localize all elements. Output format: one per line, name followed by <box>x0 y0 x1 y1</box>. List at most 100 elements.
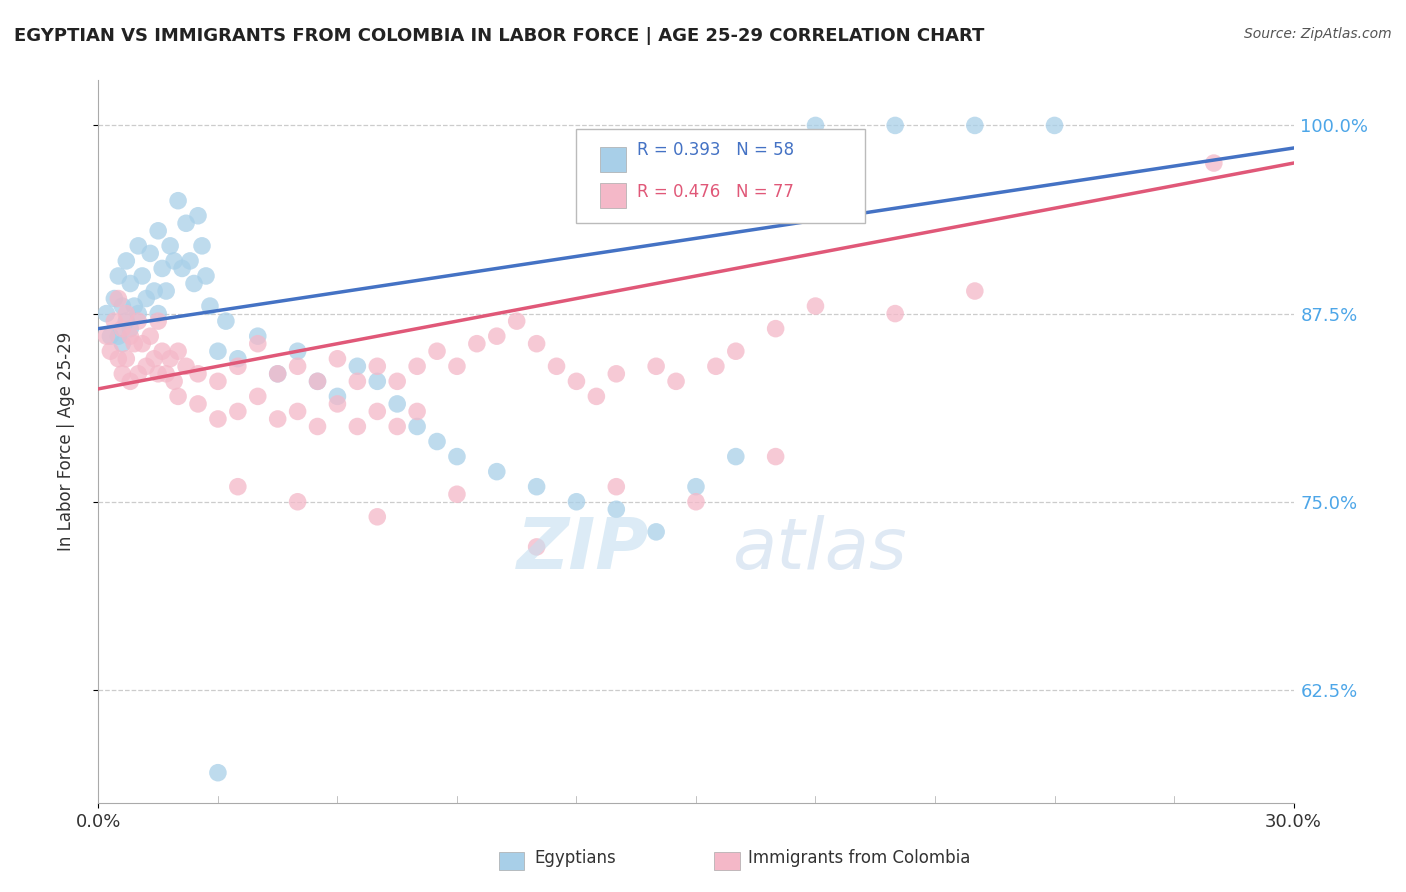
Point <box>111 299 134 313</box>
Y-axis label: In Labor Force | Age 25-29: In Labor Force | Age 25-29 <box>56 332 75 551</box>
Point <box>685 480 707 494</box>
Point <box>406 419 429 434</box>
Point <box>96 329 118 343</box>
Text: ZIP: ZIP <box>517 516 650 584</box>
Point <box>406 359 429 374</box>
Point <box>172 261 194 276</box>
Point <box>585 389 607 403</box>
Point <box>267 367 290 381</box>
Point <box>187 367 209 381</box>
Point <box>1202 156 1225 170</box>
Point <box>605 367 627 381</box>
Point <box>187 397 209 411</box>
Point <box>120 375 142 389</box>
Point <box>366 404 388 418</box>
Point <box>103 314 125 328</box>
Point <box>115 351 138 366</box>
Point <box>366 359 388 374</box>
Point <box>485 329 508 343</box>
Point <box>366 375 388 389</box>
Point <box>111 321 134 335</box>
Point <box>174 359 197 374</box>
Point <box>111 367 134 381</box>
Point <box>131 336 153 351</box>
Point <box>148 224 170 238</box>
Point <box>135 359 157 374</box>
Point <box>127 367 149 381</box>
Point <box>107 329 129 343</box>
Point <box>485 465 508 479</box>
Point <box>150 344 173 359</box>
Point <box>1043 119 1066 133</box>
Point <box>139 246 162 260</box>
Point <box>183 277 205 291</box>
Point <box>385 419 409 434</box>
Point <box>446 359 468 374</box>
Point <box>346 375 368 389</box>
Point <box>143 351 166 366</box>
Point <box>506 314 529 328</box>
Point <box>963 119 986 133</box>
Point <box>665 375 688 389</box>
Text: atlas: atlas <box>733 516 907 584</box>
Point <box>526 480 548 494</box>
Point <box>198 299 221 313</box>
Point <box>139 329 162 343</box>
Text: Immigrants from Colombia: Immigrants from Colombia <box>748 849 970 867</box>
Point <box>207 344 229 359</box>
Point <box>565 494 588 508</box>
Point <box>115 314 138 328</box>
Point <box>267 367 290 381</box>
Text: EGYPTIAN VS IMMIGRANTS FROM COLOMBIA IN LABOR FORCE | AGE 25-29 CORRELATION CHAR: EGYPTIAN VS IMMIGRANTS FROM COLOMBIA IN … <box>14 27 984 45</box>
Point <box>366 509 388 524</box>
Point <box>287 404 309 418</box>
Point <box>287 359 309 374</box>
Point <box>127 239 149 253</box>
Point <box>765 321 787 335</box>
Point <box>226 404 249 418</box>
Point <box>207 412 229 426</box>
Point <box>207 375 229 389</box>
Point <box>326 389 349 403</box>
Point <box>287 494 309 508</box>
Point <box>307 375 329 389</box>
Point <box>246 329 269 343</box>
Point <box>963 284 986 298</box>
Point <box>167 344 190 359</box>
Text: R = 0.476   N = 77: R = 0.476 N = 77 <box>637 183 794 201</box>
Point <box>287 344 309 359</box>
Point <box>107 292 129 306</box>
Point <box>207 765 229 780</box>
Point <box>131 268 153 283</box>
Point <box>307 375 329 389</box>
Point <box>546 359 568 374</box>
Point <box>155 367 177 381</box>
Point <box>120 321 142 335</box>
Point <box>884 119 907 133</box>
Point <box>804 299 827 313</box>
Point <box>159 351 181 366</box>
Point <box>167 194 190 208</box>
Point <box>98 329 122 343</box>
Point <box>195 268 218 283</box>
Point <box>174 216 197 230</box>
Point <box>724 450 747 464</box>
Point <box>526 336 548 351</box>
Point <box>148 314 170 328</box>
Point <box>120 277 142 291</box>
Point <box>465 336 488 351</box>
Point <box>111 336 134 351</box>
Point <box>804 119 827 133</box>
Point <box>167 389 190 403</box>
Point <box>187 209 209 223</box>
Point <box>765 450 787 464</box>
Point <box>526 540 548 554</box>
Point <box>127 307 149 321</box>
Point <box>127 314 149 328</box>
Point <box>148 367 170 381</box>
Point <box>385 397 409 411</box>
Point <box>120 329 142 343</box>
Point <box>565 375 588 389</box>
Point <box>704 359 727 374</box>
Point <box>267 412 290 426</box>
